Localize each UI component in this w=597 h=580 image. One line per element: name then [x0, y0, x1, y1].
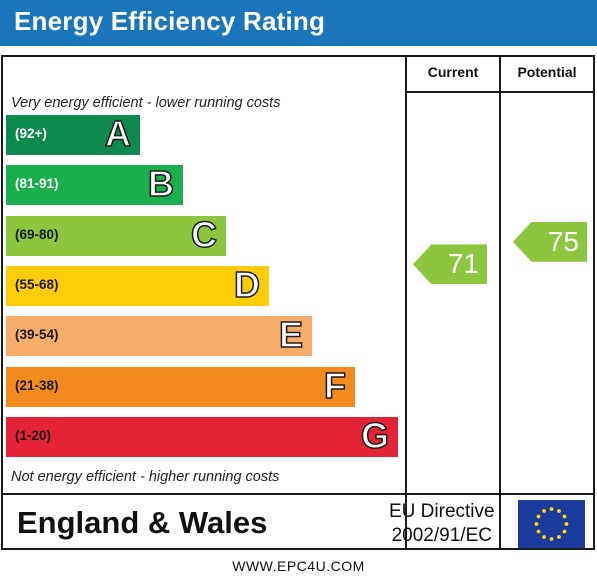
column-current-header: Current [427, 64, 479, 80]
band-b: (81-91) B [6, 163, 183, 206]
rating-frame: Current Potential Very energy efficient … [1, 55, 595, 550]
current-arrow-shape [413, 244, 487, 285]
current-rating-arrow: 71 [413, 244, 487, 285]
band-letter-e: E [278, 313, 304, 356]
band-e: (39-54) E [6, 313, 312, 357]
website-link[interactable]: WWW.EPC4U.COM [232, 558, 365, 574]
eu-star-icon [557, 509, 561, 513]
band-range-e: (39-54) [15, 327, 59, 343]
eu-star-icon [534, 522, 539, 526]
top-note: Very energy efficient - lower running co… [11, 95, 281, 111]
band-letter-d: D [233, 263, 261, 306]
band-letter-g: G [360, 414, 390, 457]
eu-star-icon [549, 537, 554, 541]
potential-rating-arrow: 75 [513, 221, 587, 262]
header-bar: Energy Efficiency Rating [0, 0, 597, 46]
eu-star-icon [542, 509, 546, 513]
band-c: (69-80) C [6, 213, 226, 256]
band-a: (92+) A [6, 112, 140, 155]
eu-flag-icon [518, 500, 585, 548]
eu-star-icon [536, 529, 541, 534]
region-label: England & Wales [17, 505, 268, 540]
band-letter-b: B [147, 163, 175, 206]
band-range-g: (1-20) [15, 427, 52, 443]
band-letter-c: C [190, 213, 218, 256]
band-letter-a: A [104, 112, 132, 155]
bottom-note: Not energy efficient - higher running co… [11, 469, 280, 485]
potential-rating-value: 75 [547, 225, 579, 257]
band-d: (55-68) D [6, 263, 269, 306]
eu-directive-line2: 2002/91/EC [391, 525, 492, 546]
divider-potential [499, 57, 501, 548]
header-divider [405, 91, 595, 93]
band-range-d: (55-68) [15, 276, 59, 292]
column-potential-header: Potential [517, 64, 577, 80]
eu-directive-line1: EU Directive [389, 501, 495, 522]
divider-current [405, 57, 407, 548]
band-f: (21-38) F [6, 364, 355, 407]
page-title: Energy Efficiency Rating [14, 6, 326, 36]
band-letter-f: F [323, 364, 347, 407]
eu-star-icon [562, 514, 567, 519]
eu-star-icon [564, 522, 569, 526]
band-range-c: (69-80) [15, 226, 59, 242]
eu-star-icon [562, 529, 567, 534]
band-g: (1-20) G [6, 414, 398, 457]
eu-directive: EU Directive 2002/91/EC [389, 500, 495, 548]
band-range-f: (21-38) [15, 377, 59, 393]
band-range-b: (81-91) [15, 176, 59, 192]
footer-divider [3, 493, 593, 495]
band-range-a: (92+) [15, 126, 47, 141]
eu-star-icon [536, 514, 541, 519]
current-rating-value: 71 [447, 248, 479, 280]
eu-star-icon [549, 507, 554, 511]
eu-star-icon [557, 535, 561, 539]
eu-star-icon [542, 535, 546, 539]
